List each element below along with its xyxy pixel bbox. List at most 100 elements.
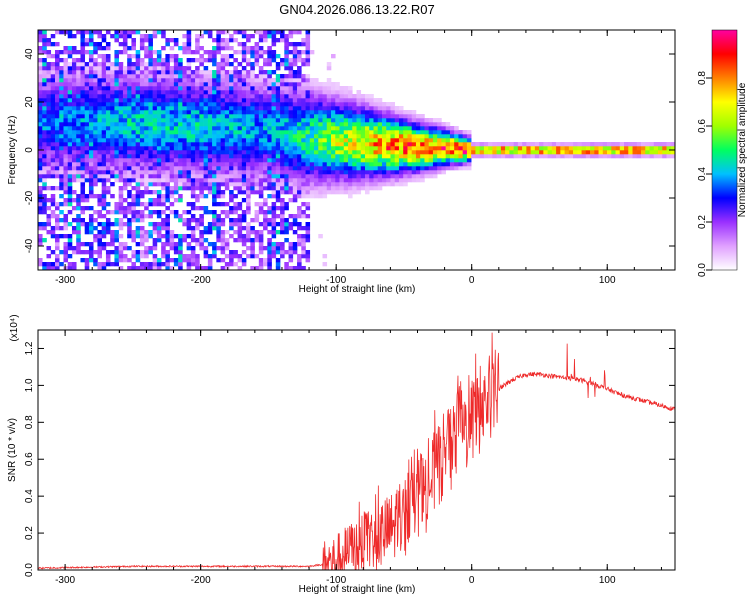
heatmap-cell <box>76 162 81 167</box>
heatmap-cell <box>203 246 209 251</box>
heatmap-cell <box>131 162 136 167</box>
heatmap-cell <box>237 106 243 111</box>
heatmap-cell <box>305 254 311 259</box>
heatmap-cell <box>564 150 570 155</box>
heatmap-cell <box>458 154 463 159</box>
heatmap-cell <box>394 142 400 147</box>
heatmap-cell <box>360 98 366 103</box>
heatmap-cell <box>301 182 306 187</box>
heatmap-cell <box>110 70 115 75</box>
heatmap-cell <box>144 190 149 195</box>
heatmap-cell <box>148 38 153 43</box>
heatmap-cell <box>88 58 94 63</box>
heatmap-cell <box>118 154 124 159</box>
colorbar-tick-label: 0.0 <box>697 263 708 277</box>
heatmap-cell <box>135 166 141 171</box>
heatmap-cell <box>369 94 374 99</box>
heatmap-cell <box>364 158 370 163</box>
heatmap-cell <box>80 186 86 191</box>
heatmap-cell <box>38 158 43 163</box>
heatmap-cell <box>203 58 209 63</box>
heatmap-cell <box>339 102 345 107</box>
heatmap-cell <box>560 146 565 151</box>
heatmap-cell <box>144 114 149 119</box>
heatmap-cell <box>364 166 370 171</box>
heatmap-cell <box>233 82 238 87</box>
heatmap-cell <box>131 170 136 175</box>
heatmap-cell <box>212 94 217 99</box>
heatmap-cell <box>118 118 124 123</box>
heatmap-cell <box>97 202 102 207</box>
heatmap-cell <box>161 62 166 67</box>
heatmap-cell <box>522 142 527 147</box>
heatmap-cell <box>360 146 366 151</box>
heatmap-cell <box>212 90 217 95</box>
heatmap-cell <box>50 166 56 171</box>
heatmap-cell <box>224 106 230 111</box>
heatmap-cell <box>101 66 107 71</box>
heatmap-cell <box>288 186 294 191</box>
heatmap-cell <box>101 98 107 103</box>
heatmap-cell <box>348 122 353 127</box>
heatmap-cell <box>250 118 255 123</box>
heatmap-cell <box>275 94 281 99</box>
heatmap-cell <box>122 142 128 147</box>
heatmap-cell <box>182 102 187 107</box>
heatmap-cell <box>258 154 264 159</box>
heatmap-cell <box>267 186 272 191</box>
heatmap-cell <box>322 106 328 111</box>
heatmap-cell <box>339 86 345 91</box>
heatmap-cell <box>76 142 81 147</box>
heatmap-cell <box>67 54 73 59</box>
heatmap-cell <box>220 102 226 107</box>
heatmap-cell <box>322 86 328 91</box>
heatmap-cell <box>110 250 115 255</box>
heatmap-cell <box>71 46 77 51</box>
heatmap-cell <box>403 146 408 151</box>
heatmap-cell <box>462 130 468 135</box>
heatmap-cell <box>526 146 531 151</box>
heatmap-cell <box>97 246 102 251</box>
heatmap-cell <box>63 70 69 75</box>
heatmap-cell <box>348 86 353 91</box>
heatmap-cell <box>258 102 264 107</box>
heatmap-cell <box>207 130 213 135</box>
heatmap-cell <box>275 118 281 123</box>
heatmap-cell <box>139 70 145 75</box>
heatmap-cell <box>101 38 107 43</box>
heatmap-cell <box>71 70 77 75</box>
heatmap-cell <box>364 114 370 119</box>
heatmap-cell <box>322 174 328 179</box>
heatmap-cell <box>127 258 132 263</box>
heatmap-cell <box>139 238 145 243</box>
heatmap-cell <box>305 154 311 159</box>
heatmap-cell <box>127 210 132 215</box>
heatmap-cell <box>156 94 162 99</box>
heatmap-cell <box>122 78 128 83</box>
heatmap-cell <box>195 90 200 95</box>
heatmap-cell <box>292 126 298 131</box>
heatmap-cell <box>169 238 175 243</box>
heatmap-cell <box>411 146 417 151</box>
heatmap-cell <box>314 158 319 163</box>
heatmap-cell <box>628 146 633 151</box>
heatmap-cell <box>246 86 251 91</box>
heatmap-cell <box>322 186 328 191</box>
heatmap-cell <box>207 58 213 63</box>
heatmap-cell <box>288 250 294 255</box>
heatmap-cell <box>301 250 306 255</box>
heatmap-cell <box>267 122 272 127</box>
heatmap-cell <box>169 154 175 159</box>
heatmap-cell <box>203 126 209 131</box>
heatmap-cell <box>237 230 243 235</box>
heatmap-cell <box>331 122 336 127</box>
heatmap-cell <box>297 194 302 199</box>
heatmap-cell <box>241 70 247 75</box>
heatmap-cell <box>190 114 196 119</box>
heatmap-cell <box>594 146 599 151</box>
heatmap-cell <box>122 178 128 183</box>
heatmap-cell <box>38 150 43 155</box>
heatmap-cell <box>394 118 400 123</box>
heatmap-cell <box>318 122 323 127</box>
heatmap-cell <box>67 138 73 143</box>
